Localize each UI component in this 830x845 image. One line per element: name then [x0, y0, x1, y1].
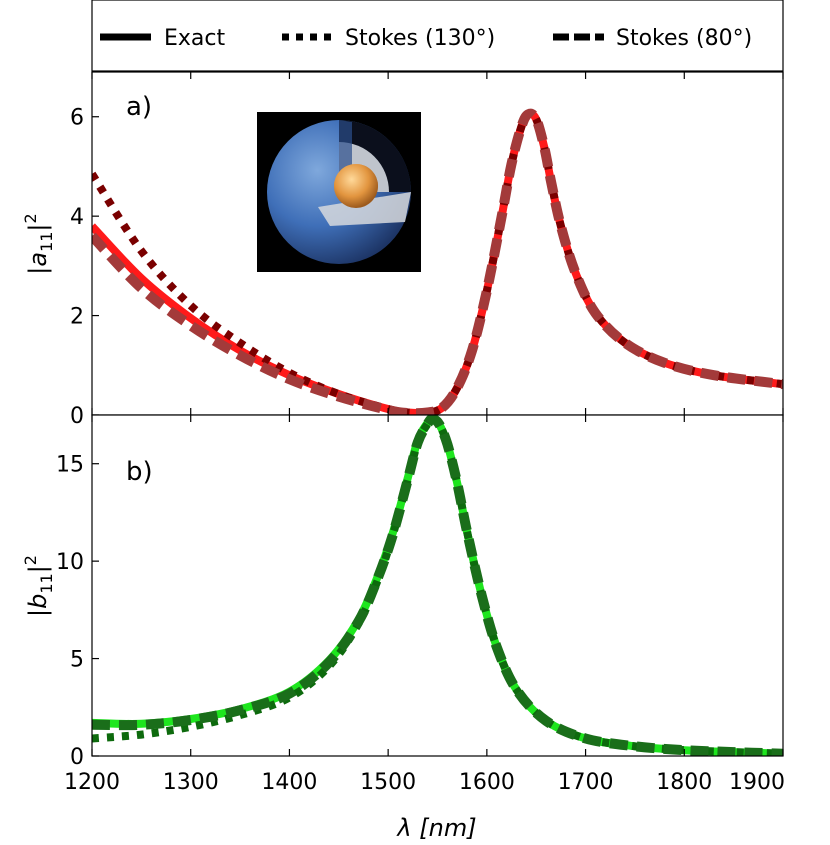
x-tick-label: 1600	[459, 770, 515, 795]
y-axis-label-a: |a11|2	[21, 213, 56, 274]
series-line-a-dotted	[92, 109, 783, 415]
x-tick-label: 1900	[729, 770, 785, 795]
panel-b-label: b)	[126, 457, 153, 487]
panel-a-label: a)	[126, 92, 152, 122]
y-tick-label: 0	[70, 745, 84, 770]
y-tick-label: 10	[56, 550, 84, 575]
x-axis-label: λ [nm]	[395, 814, 476, 842]
series-line-b-dashed	[92, 415, 783, 756]
series-line-a-dashed	[92, 108, 783, 415]
y-tick-label: 5	[70, 648, 84, 673]
x-tick-label: 1300	[163, 770, 219, 795]
y-tick-label: 4	[70, 205, 84, 230]
x-tick-label: 1700	[558, 770, 614, 795]
svg-text:|a11|2: |a11|2	[21, 213, 56, 274]
y-tick-label: 2	[70, 305, 84, 330]
panel-b: 0 5 10 15 1200 1300 1400 1500 1600 1700 1800 1900 b…	[56, 414, 785, 795]
panel-b-frame	[92, 415, 783, 756]
core-shell-sphere-illustration	[257, 112, 421, 272]
legend: Exact Stokes (130°) Stokes (80°)	[91, 0, 784, 72]
x-tick-label: 1400	[261, 770, 317, 795]
x-tick-label: 1800	[656, 770, 712, 795]
y-tick-label: 15	[56, 453, 84, 478]
svg-text:|b11|2: |b11|2	[21, 555, 56, 617]
x-tick-label: 1500	[360, 770, 416, 795]
x-tick-label: 1200	[64, 770, 120, 795]
panel-a: 0 2 4 6 a)	[70, 71, 784, 429]
legend-label-stokes-80: Stokes (80°)	[616, 26, 752, 51]
y-axis-label-b: |b11|2	[21, 555, 56, 617]
y-tick-label: 0	[70, 404, 84, 429]
y-tick-label: 6	[70, 106, 84, 131]
legend-label-exact: Exact	[164, 26, 225, 51]
legend-label-stokes-130: Stokes (130°)	[345, 26, 495, 51]
panel-a-frame	[92, 72, 783, 415]
